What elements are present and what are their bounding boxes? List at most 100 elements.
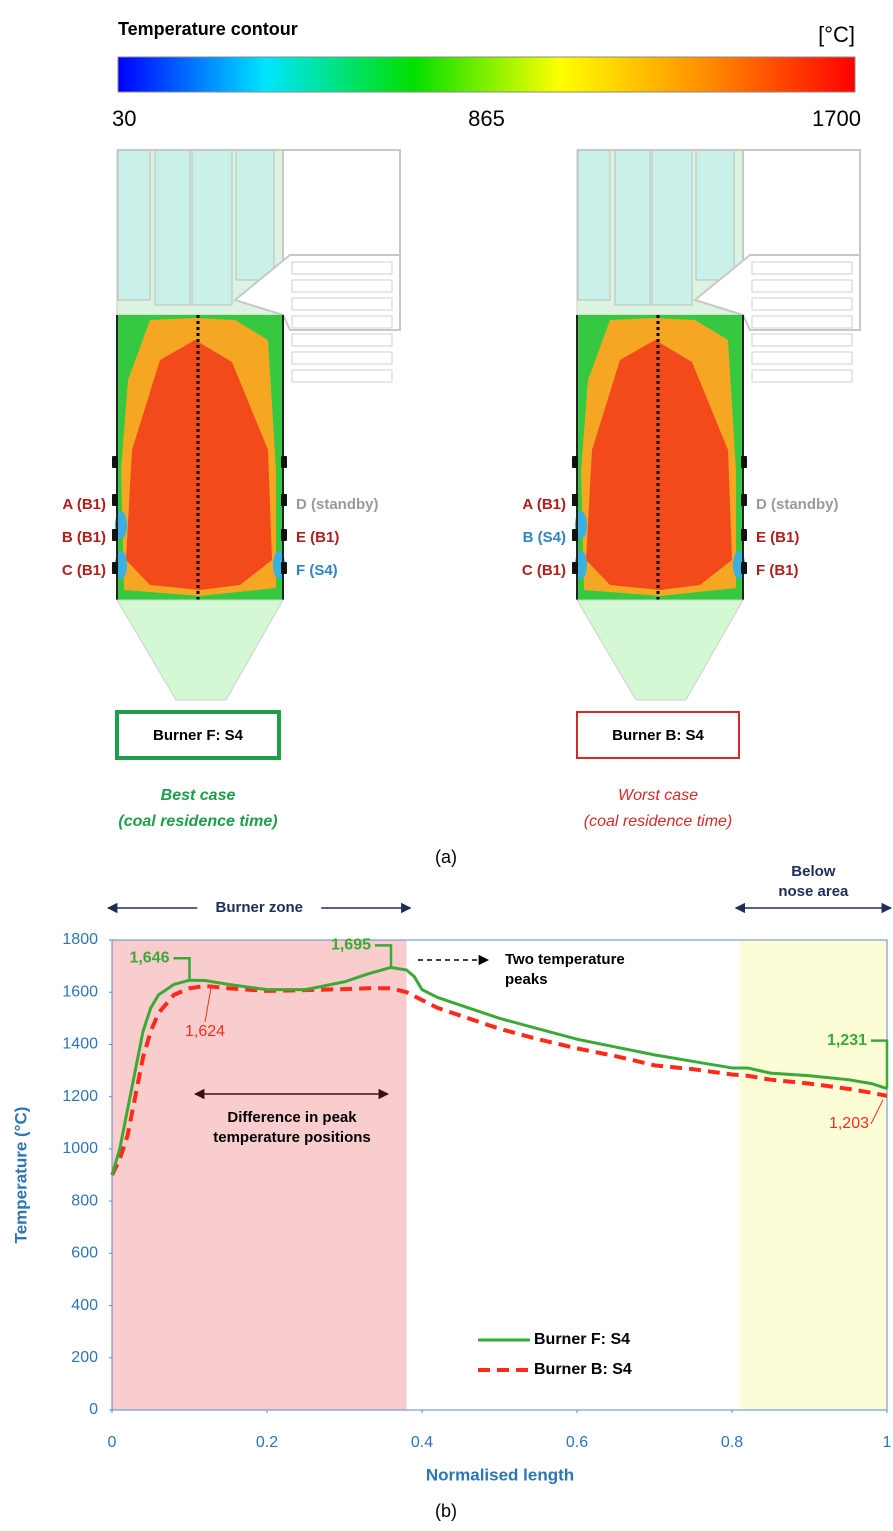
x-tick-label: 0.8 — [721, 1434, 743, 1451]
y-tick-label: 400 — [71, 1297, 98, 1314]
panel-label: (a) — [435, 847, 457, 867]
furnace-pipe — [192, 150, 232, 305]
burner-port — [741, 456, 747, 468]
burner-port — [281, 456, 287, 468]
colorbar-unit: [°C] — [818, 22, 855, 47]
region-label: Below — [791, 863, 836, 880]
furnace-exchanger — [752, 334, 852, 346]
colorbar-tick-label: 30 — [112, 106, 136, 131]
note: peaks — [505, 971, 548, 988]
furnace-pipe — [236, 150, 274, 280]
furnace-exchanger — [752, 370, 852, 382]
furnace-exchanger — [292, 316, 392, 328]
hopper — [117, 600, 283, 700]
y-axis-title: Temperature (°C) — [11, 1107, 30, 1244]
y-tick-label: 200 — [71, 1349, 98, 1366]
legend-label: Burner B: S4 — [534, 1361, 632, 1378]
value-annotation: 1,203 — [829, 1115, 869, 1132]
y-tick-label: 0 — [89, 1401, 98, 1418]
furnace-pipe — [615, 150, 650, 305]
region-label: nose area — [778, 883, 849, 900]
furnace-pipe — [652, 150, 692, 305]
hopper — [577, 600, 743, 700]
furnace-exchanger — [292, 352, 392, 364]
case-caption: (coal residence time) — [118, 813, 277, 830]
burner-label: A (B1) — [522, 496, 566, 513]
burner-port — [281, 494, 287, 506]
furnace-pipe — [578, 150, 610, 300]
case-label: Burner F: S4 — [153, 727, 244, 744]
x-tick-label: 0.4 — [411, 1434, 433, 1451]
note: Difference in peak — [227, 1109, 357, 1126]
colorbar-tick-label: 865 — [468, 106, 505, 131]
y-tick-label: 1800 — [62, 931, 98, 948]
burner-port — [281, 529, 287, 541]
case-caption: Worst case — [618, 787, 698, 804]
furnace-pipe — [118, 150, 150, 300]
note: temperature positions — [213, 1129, 371, 1146]
burner-port — [572, 456, 578, 468]
furnace: A (B1) B (B1) C (B1) D (standby) E (B1) F (S4… — [62, 150, 400, 830]
furnace-exchanger — [292, 334, 392, 346]
furnace-exchanger — [292, 298, 392, 310]
y-tick-label: 1400 — [62, 1036, 98, 1053]
burner-label: D (standby) — [296, 496, 379, 513]
x-tick-label: 0 — [108, 1434, 117, 1451]
note: Two temperature — [505, 951, 625, 968]
y-tick-label: 1000 — [62, 1140, 98, 1157]
burner-label: B (S4) — [523, 529, 566, 546]
panel-label: (b) — [435, 1501, 457, 1521]
burner-port — [741, 494, 747, 506]
x-axis-title: Normalised length — [426, 1465, 574, 1484]
burner-port — [281, 562, 287, 574]
y-tick-label: 1200 — [62, 1088, 98, 1105]
furnace-pipe — [696, 150, 734, 280]
burner-label: C (B1) — [522, 562, 566, 579]
furnace-exchanger — [752, 298, 852, 310]
burner-label: B (B1) — [62, 529, 106, 546]
burner-port — [112, 562, 118, 574]
y-tick-label: 800 — [71, 1192, 98, 1209]
region-label: Burner zone — [215, 899, 303, 916]
burner-label: D (standby) — [756, 496, 839, 513]
furnace-exchanger — [752, 280, 852, 292]
figure: Temperature contour [°C] (a) (b) Normali… — [0, 0, 893, 1531]
colorbar-title: Temperature contour — [118, 19, 298, 39]
page: Temperature contour [°C] (a) (b) Normali… — [0, 0, 893, 1531]
burner-label: E (B1) — [296, 529, 339, 546]
burner-label: A (B1) — [62, 496, 106, 513]
burner-label: C (B1) — [62, 562, 106, 579]
burner-port — [572, 562, 578, 574]
y-tick-label: 600 — [71, 1245, 98, 1262]
case-caption: (coal residence time) — [584, 813, 733, 830]
furnace-exchanger — [752, 316, 852, 328]
x-tick-label: 1 — [883, 1434, 892, 1451]
value-annotation: 1,231 — [827, 1032, 867, 1049]
burner-label: F (S4) — [296, 562, 338, 579]
burner-label: E (B1) — [756, 529, 799, 546]
burner-port — [112, 494, 118, 506]
burner-port — [572, 494, 578, 506]
burner-port — [741, 562, 747, 574]
furnace-exchanger — [752, 262, 852, 274]
legend-label: Burner F: S4 — [534, 1331, 630, 1348]
furnace-exchanger — [752, 352, 852, 364]
burner-port — [112, 529, 118, 541]
furnace-exchanger — [292, 280, 392, 292]
burner-label: F (B1) — [756, 562, 799, 579]
value-annotation: 1,624 — [185, 1023, 225, 1040]
furnace-exchanger — [292, 262, 392, 274]
region — [740, 940, 887, 1410]
y-tick-label: 1600 — [62, 983, 98, 1000]
burner-port — [741, 529, 747, 541]
region — [112, 940, 407, 1410]
x-tick-label: 0.6 — [566, 1434, 588, 1451]
value-annotation: 1,646 — [129, 949, 169, 966]
x-tick-label: 0.2 — [256, 1434, 278, 1451]
furnace-pipe — [155, 150, 190, 305]
case-caption: Best case — [161, 787, 236, 804]
case-label: Burner B: S4 — [612, 727, 704, 744]
colorbar — [118, 57, 855, 92]
furnace: A (B1) B (S4) C (B1) D (standby) E (B1) F (B1… — [522, 150, 860, 830]
burner-port — [112, 456, 118, 468]
